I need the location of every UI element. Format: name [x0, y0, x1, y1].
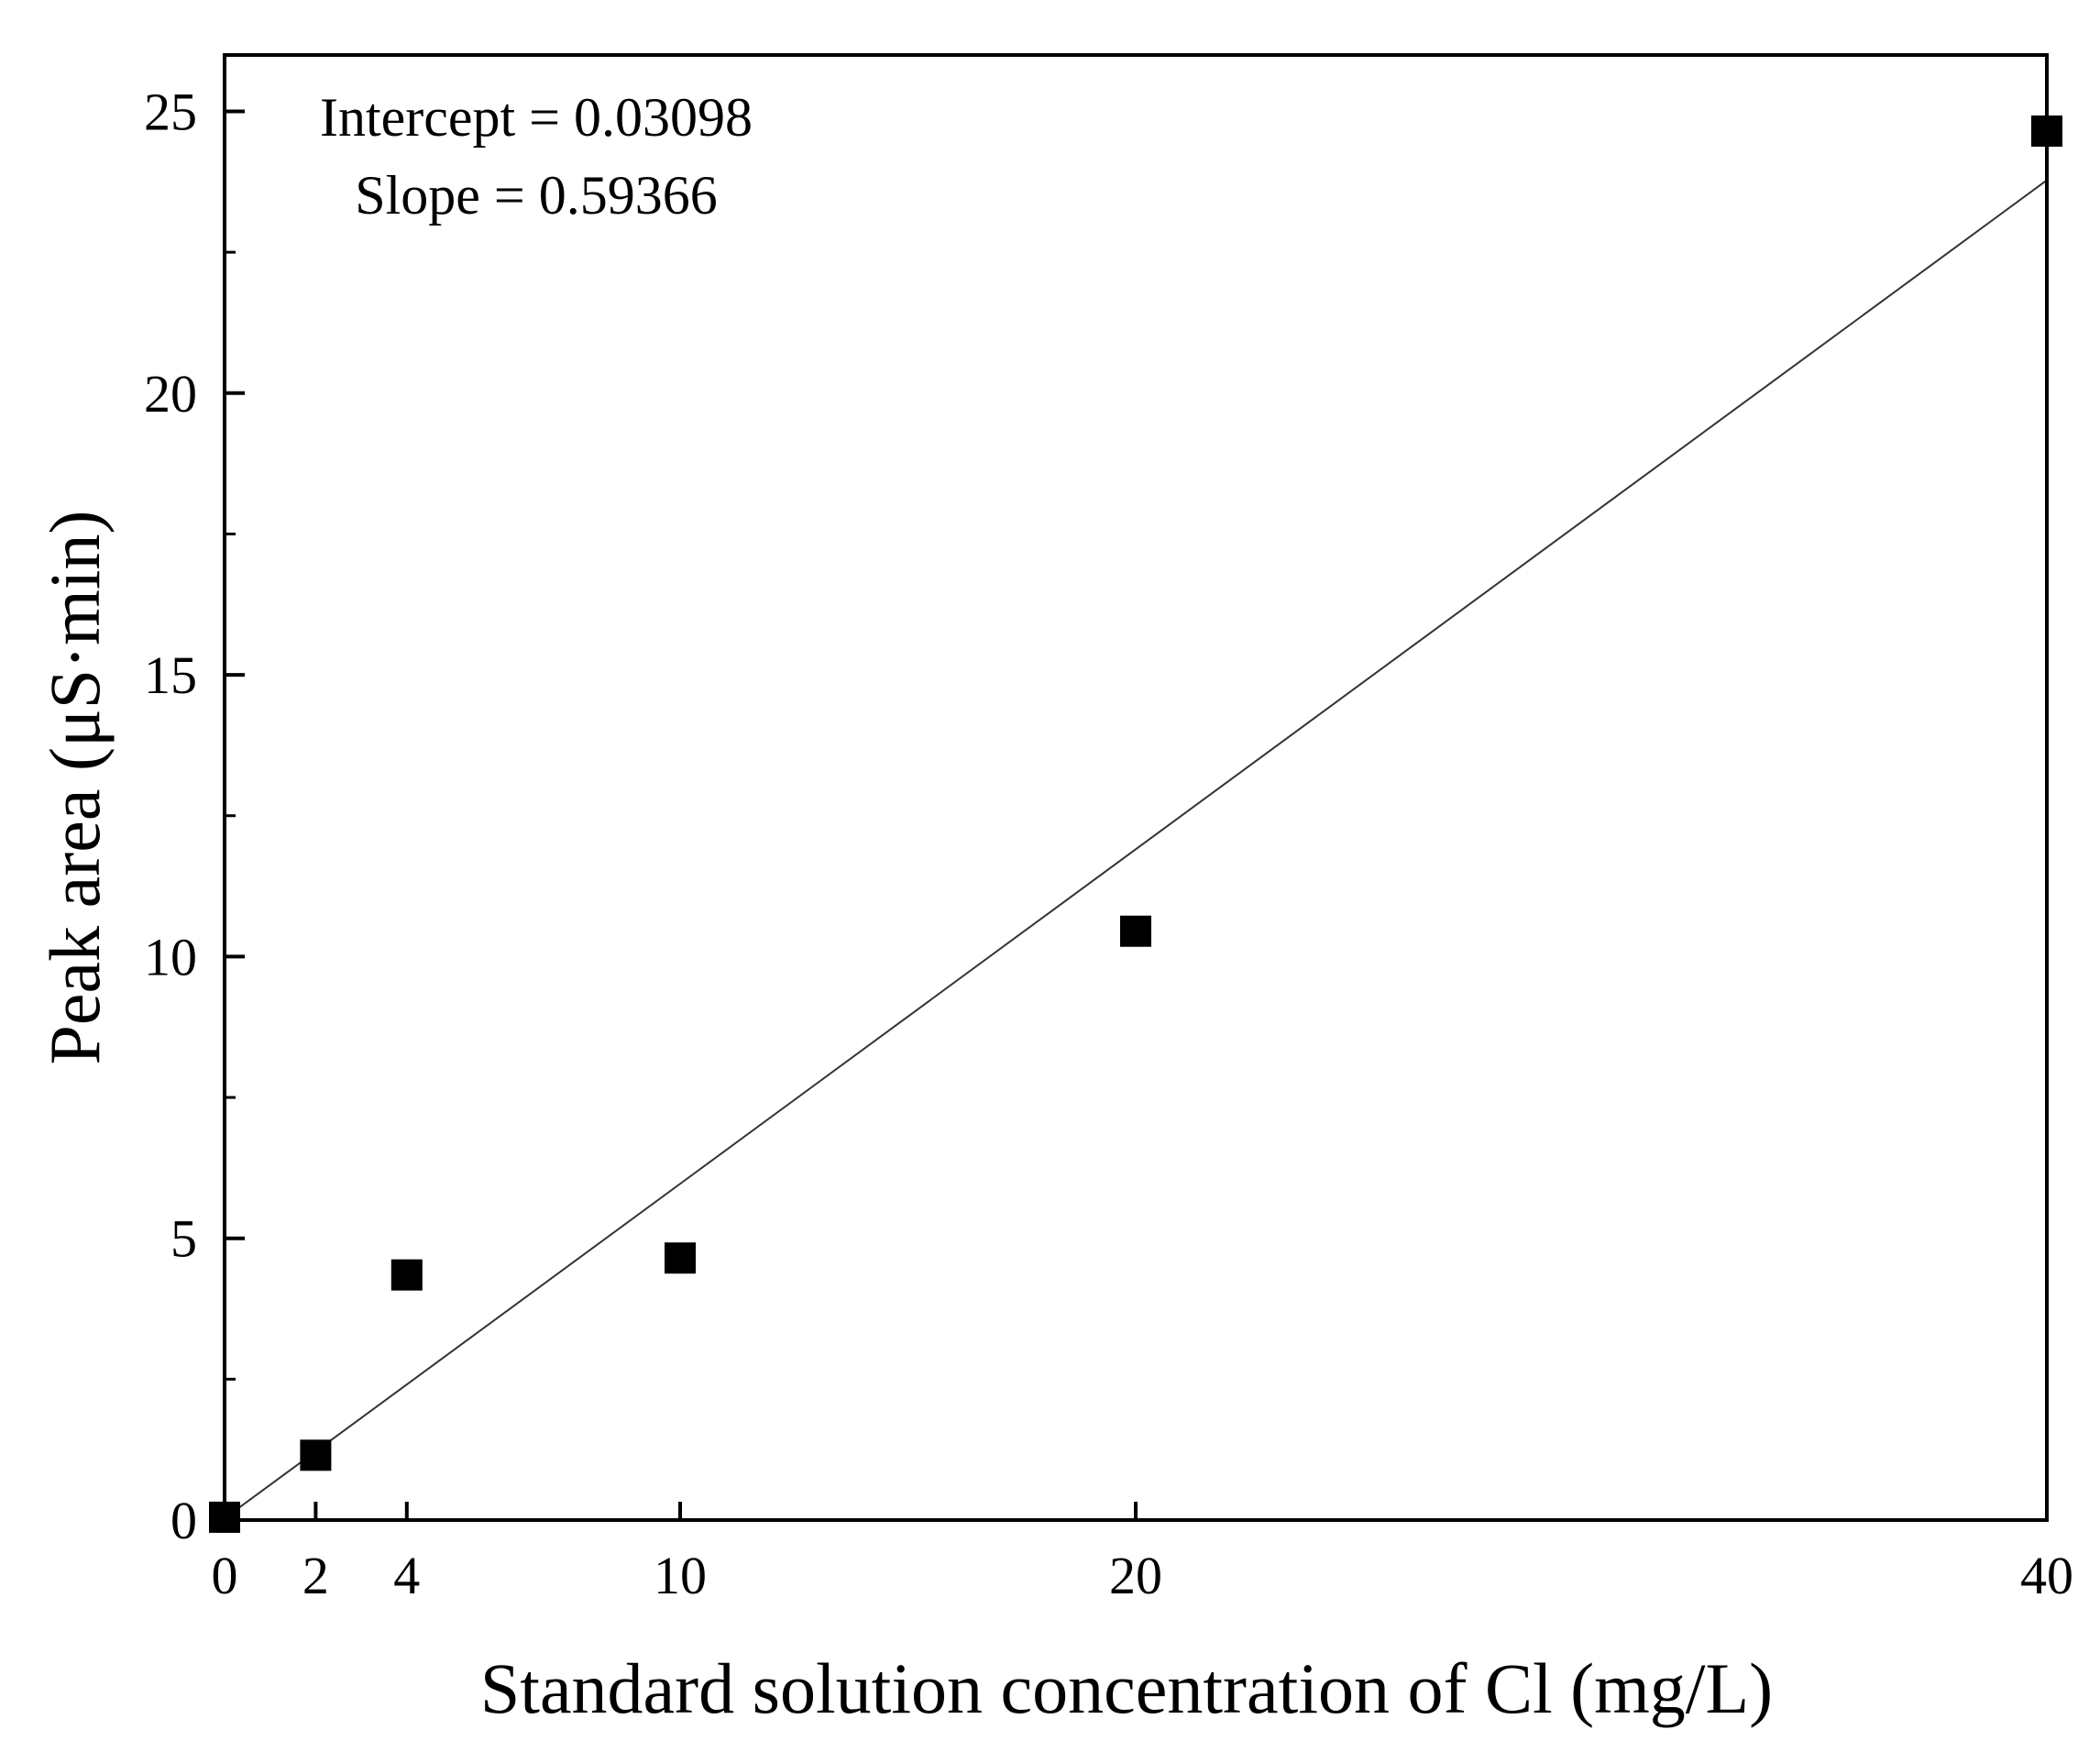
fit-line: [224, 179, 2048, 1519]
x-tick-label-40: 40: [2020, 1546, 2073, 1605]
y-tick-label-20: 20: [144, 364, 197, 424]
data-point-x20: [1120, 915, 1151, 947]
y-tick-label-25: 25: [144, 82, 197, 141]
y-axis-title: Peak area (μS·min): [35, 511, 115, 1065]
y-tick-label-0: 0: [170, 1491, 197, 1550]
x-tick-label-0: 0: [212, 1546, 238, 1605]
data-point-x10: [665, 1242, 696, 1274]
intercept-annotation: Intercept = 0.03098: [320, 87, 753, 148]
y-tick-label-5: 5: [170, 1209, 197, 1269]
y-tick-label-15: 15: [144, 645, 197, 705]
slope-annotation: Slope = 0.59366: [355, 165, 718, 226]
x-tick-label-2: 2: [302, 1546, 329, 1605]
axis-tick-labels: 0 2 4 10 20 40 0 5 10 15 20 25: [144, 82, 2073, 1605]
plot-frame: [223, 53, 2049, 1522]
x-tick-label-10: 10: [654, 1546, 707, 1605]
x-tick-label-20: 20: [1109, 1546, 1162, 1605]
data-point-x4: [390, 1259, 423, 1291]
data-point-x2: [300, 1439, 332, 1471]
x-tick-label-4: 4: [393, 1546, 420, 1605]
y-tick-label-10: 10: [144, 927, 197, 986]
x-axis-title: Standard solution concentration of Cl (m…: [480, 1648, 1773, 1728]
